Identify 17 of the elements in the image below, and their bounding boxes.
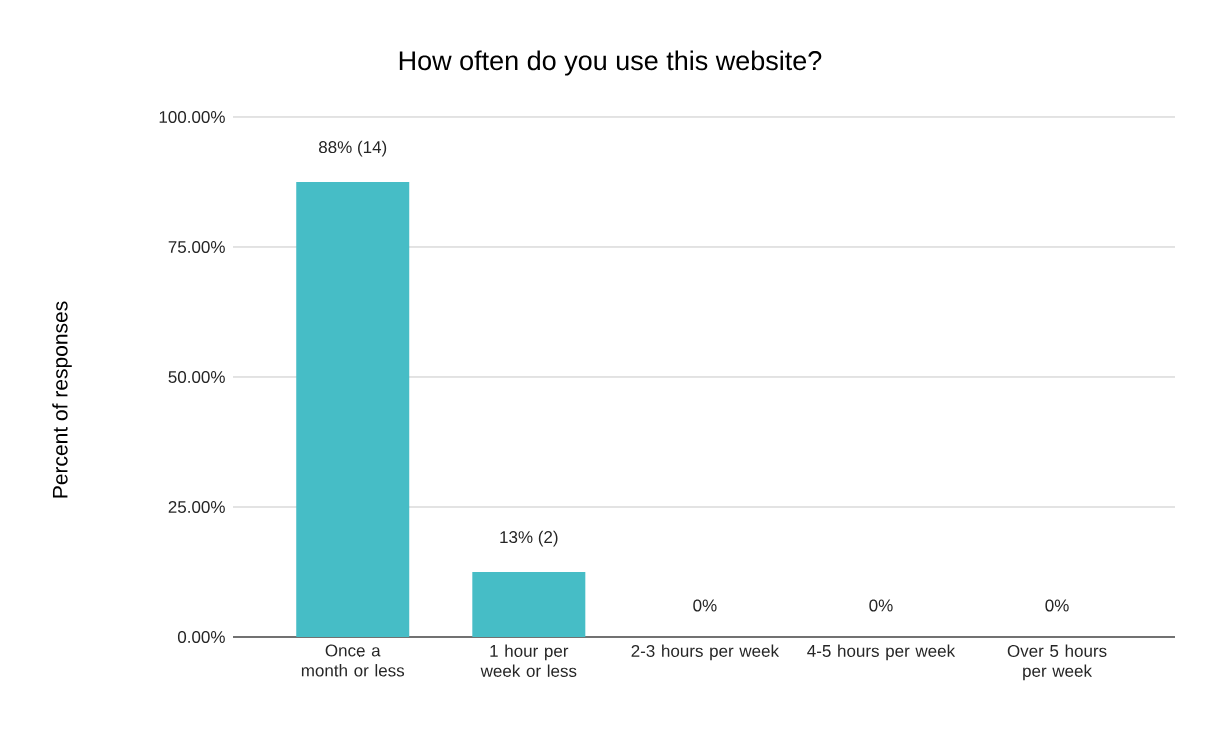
data-label: 13% (2) — [500, 530, 558, 547]
y-tick-label: 50.00% — [168, 370, 225, 384]
chart-title: How often do you use this website? — [399, 50, 822, 76]
x-tick-label: Over 5 hours per week — [1007, 644, 1107, 681]
x-tick-label: 1 hour per week or less — [480, 644, 577, 677]
y-tick-label: 100.00% — [159, 110, 225, 124]
data-label: 0% — [693, 599, 717, 612]
y-tick-label: 25.00% — [168, 500, 225, 514]
data-label: 88% (14) — [318, 140, 387, 157]
data-label: 0% — [1045, 599, 1069, 612]
x-tick-label: Once a month or less — [301, 644, 405, 677]
y-tick-label: 0.00% — [177, 630, 225, 644]
x-tick-label: 2-3 hours per week — [631, 644, 780, 661]
data-label: 0% — [869, 599, 893, 612]
y-tick-label: 75.00% — [168, 240, 225, 254]
y-axis-title: Percent of responses — [52, 301, 72, 498]
x-tick-label: 4-5 hours per week — [807, 644, 956, 661]
